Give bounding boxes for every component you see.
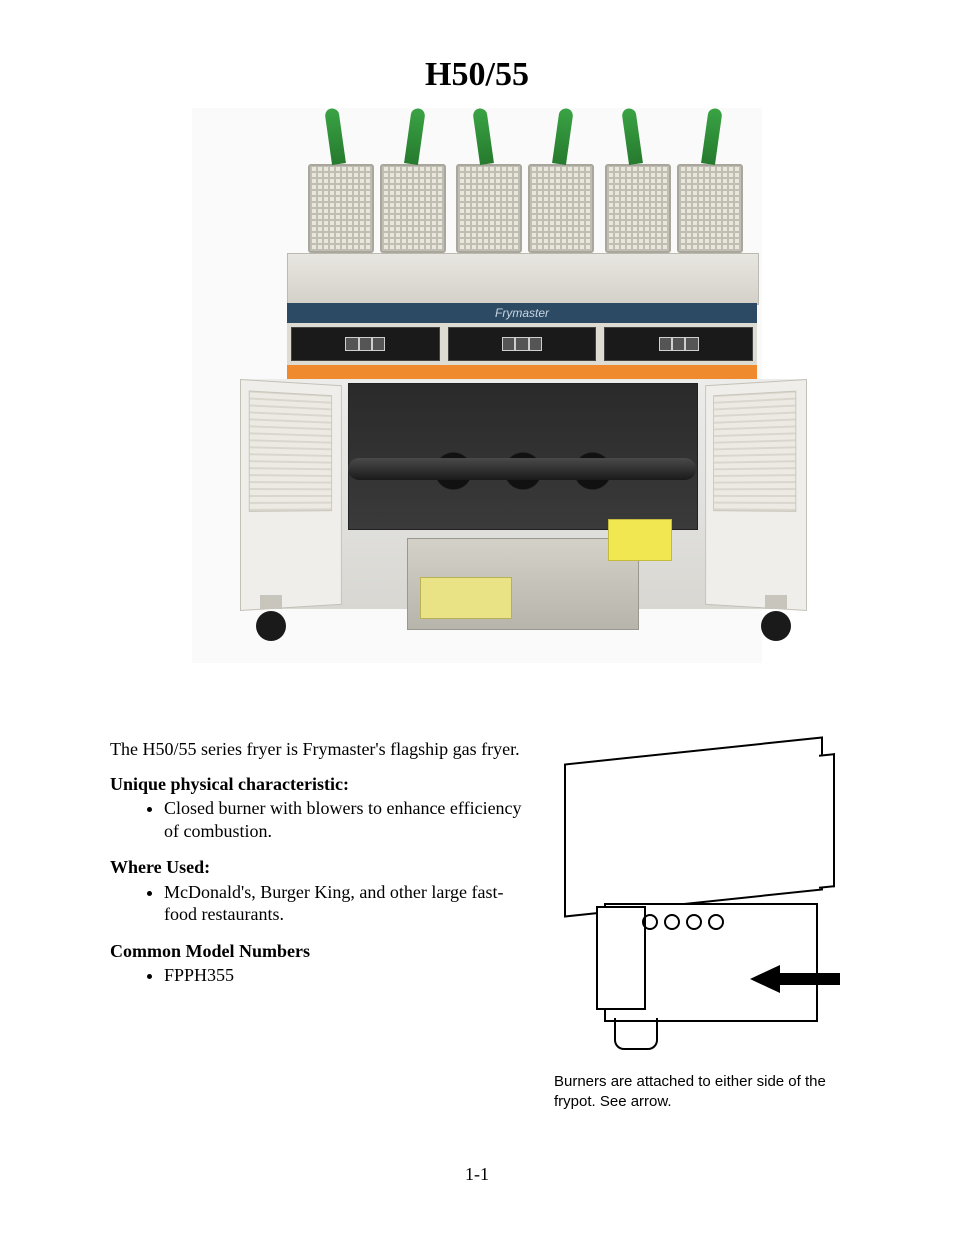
section-heading-unique: Unique physical characteristic: bbox=[110, 773, 524, 796]
caster-wheel-icon bbox=[757, 595, 795, 641]
cabinet-door-left bbox=[240, 379, 342, 611]
list-unique: Closed burner with blowers to enhance ef… bbox=[110, 797, 524, 842]
product-photo: Frymaster bbox=[192, 108, 762, 663]
gas-tube bbox=[348, 458, 696, 480]
door-label-icon bbox=[249, 390, 332, 511]
cabinet-top bbox=[287, 253, 759, 305]
control-panel bbox=[604, 327, 753, 361]
drawing-burner bbox=[596, 906, 646, 1010]
drawing-holes bbox=[642, 914, 732, 930]
fry-basket-icon bbox=[605, 108, 667, 253]
text-column: The H50/55 series fryer is Frymaster's f… bbox=[110, 738, 524, 1001]
list-where: McDonald's, Burger King, and other large… bbox=[110, 881, 524, 926]
page-number: 1-1 bbox=[0, 1164, 954, 1185]
section-heading-where: Where Used: bbox=[110, 856, 524, 879]
control-panel bbox=[448, 327, 597, 361]
brand-bar: Frymaster bbox=[287, 303, 757, 323]
door-label-icon bbox=[713, 391, 796, 512]
fry-basket-icon bbox=[380, 108, 442, 253]
warning-bar bbox=[287, 365, 757, 379]
list-item: FPPH355 bbox=[164, 964, 524, 987]
section-heading-models: Common Model Numbers bbox=[110, 940, 524, 963]
fry-basket-icon bbox=[677, 108, 739, 253]
arrow-icon bbox=[750, 963, 840, 995]
control-panel-row bbox=[287, 323, 757, 365]
page: H50/55 Frymaster bbox=[0, 0, 954, 1235]
cabinet-door-right bbox=[705, 379, 807, 611]
intro-paragraph: The H50/55 series fryer is Frymaster's f… bbox=[110, 738, 524, 761]
drawing-column: Burners are attached to either side of t… bbox=[554, 738, 844, 1113]
filter-drawer bbox=[407, 538, 639, 630]
control-panel bbox=[291, 327, 440, 361]
page-title: H50/55 bbox=[110, 56, 844, 94]
fry-basket-icon bbox=[528, 108, 590, 253]
content-row: The H50/55 series fryer is Frymaster's f… bbox=[110, 738, 844, 1113]
fry-basket-icon bbox=[456, 108, 518, 253]
fry-basket-icon bbox=[308, 108, 370, 253]
drawing-frypot bbox=[564, 736, 823, 917]
drawer-label-icon bbox=[608, 519, 672, 561]
list-models: FPPH355 bbox=[110, 964, 524, 987]
list-item: Closed burner with blowers to enhance ef… bbox=[164, 797, 524, 842]
drawing-pipe bbox=[614, 1018, 658, 1050]
product-photo-wrap: Frymaster bbox=[110, 108, 844, 668]
caster-wheel-icon bbox=[252, 595, 290, 641]
burner-mechanism bbox=[348, 383, 698, 530]
frypot-line-drawing bbox=[554, 738, 844, 1058]
list-item: McDonald's, Burger King, and other large… bbox=[164, 881, 524, 926]
drawing-caption: Burners are attached to either side of t… bbox=[554, 1072, 844, 1113]
drawer-label-icon bbox=[420, 577, 512, 619]
